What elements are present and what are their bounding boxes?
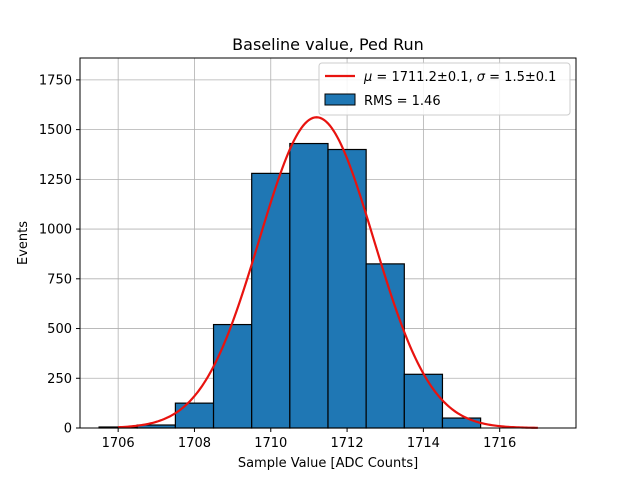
chart-title: Baseline value, Ped Run	[232, 35, 424, 54]
legend: μ = 1711.2±0.1, σ = 1.5±0.1 RMS = 1.46	[318, 62, 571, 116]
y-tick-label: 750	[47, 272, 72, 287]
plot-frame	[79, 57, 577, 429]
legend-sigma-symbol: σ	[477, 70, 486, 85]
histogram-bar	[365, 263, 405, 429]
x-axis-ticks: 1706 1708 1710 1712 1714 1716	[102, 428, 516, 451]
histogram-bar	[174, 402, 215, 429]
legend-histogram-swatch	[324, 93, 356, 106]
y-tick-label: 250	[47, 372, 72, 387]
legend-box	[318, 62, 571, 116]
x-tick-label: 1712	[331, 436, 364, 451]
histogram-bar	[289, 142, 329, 429]
legend-mu-value: = 1711.2±0.1,	[372, 70, 476, 85]
y-axis-label: Events	[16, 221, 31, 265]
x-tick-label: 1716	[483, 436, 516, 451]
histogram-bar	[441, 417, 482, 429]
x-tick-label: 1708	[178, 436, 211, 451]
histogram-bar	[403, 373, 444, 429]
y-axis-ticks: 0 250 500 750 1000 1250 1500 1750	[39, 73, 80, 437]
legend-histogram-label: RMS = 1.46	[364, 94, 441, 109]
y-tick-label: 1500	[39, 123, 72, 138]
x-axis-label: Sample Value [ADC Counts]	[238, 456, 418, 471]
y-tick-label: 1000	[39, 223, 72, 238]
histogram-bar	[327, 148, 367, 429]
y-tick-label: 1250	[39, 173, 72, 188]
y-tick-label: 0	[64, 422, 72, 437]
gaussian-fit-curve	[118, 116, 538, 429]
y-tick-label: 1750	[39, 73, 72, 88]
x-tick-label: 1710	[254, 436, 287, 451]
x-tick-label: 1714	[407, 436, 440, 451]
legend-fit-label: μ = 1711.2±0.1, σ = 1.5±0.1	[363, 70, 556, 85]
histogram-bar	[251, 172, 291, 429]
y-tick-label: 500	[47, 322, 72, 337]
legend-sigma-value: = 1.5±0.1	[485, 70, 556, 85]
legend-mu-symbol: μ	[363, 70, 372, 85]
x-tick-label: 1706	[102, 436, 135, 451]
histogram-bar	[212, 323, 253, 429]
